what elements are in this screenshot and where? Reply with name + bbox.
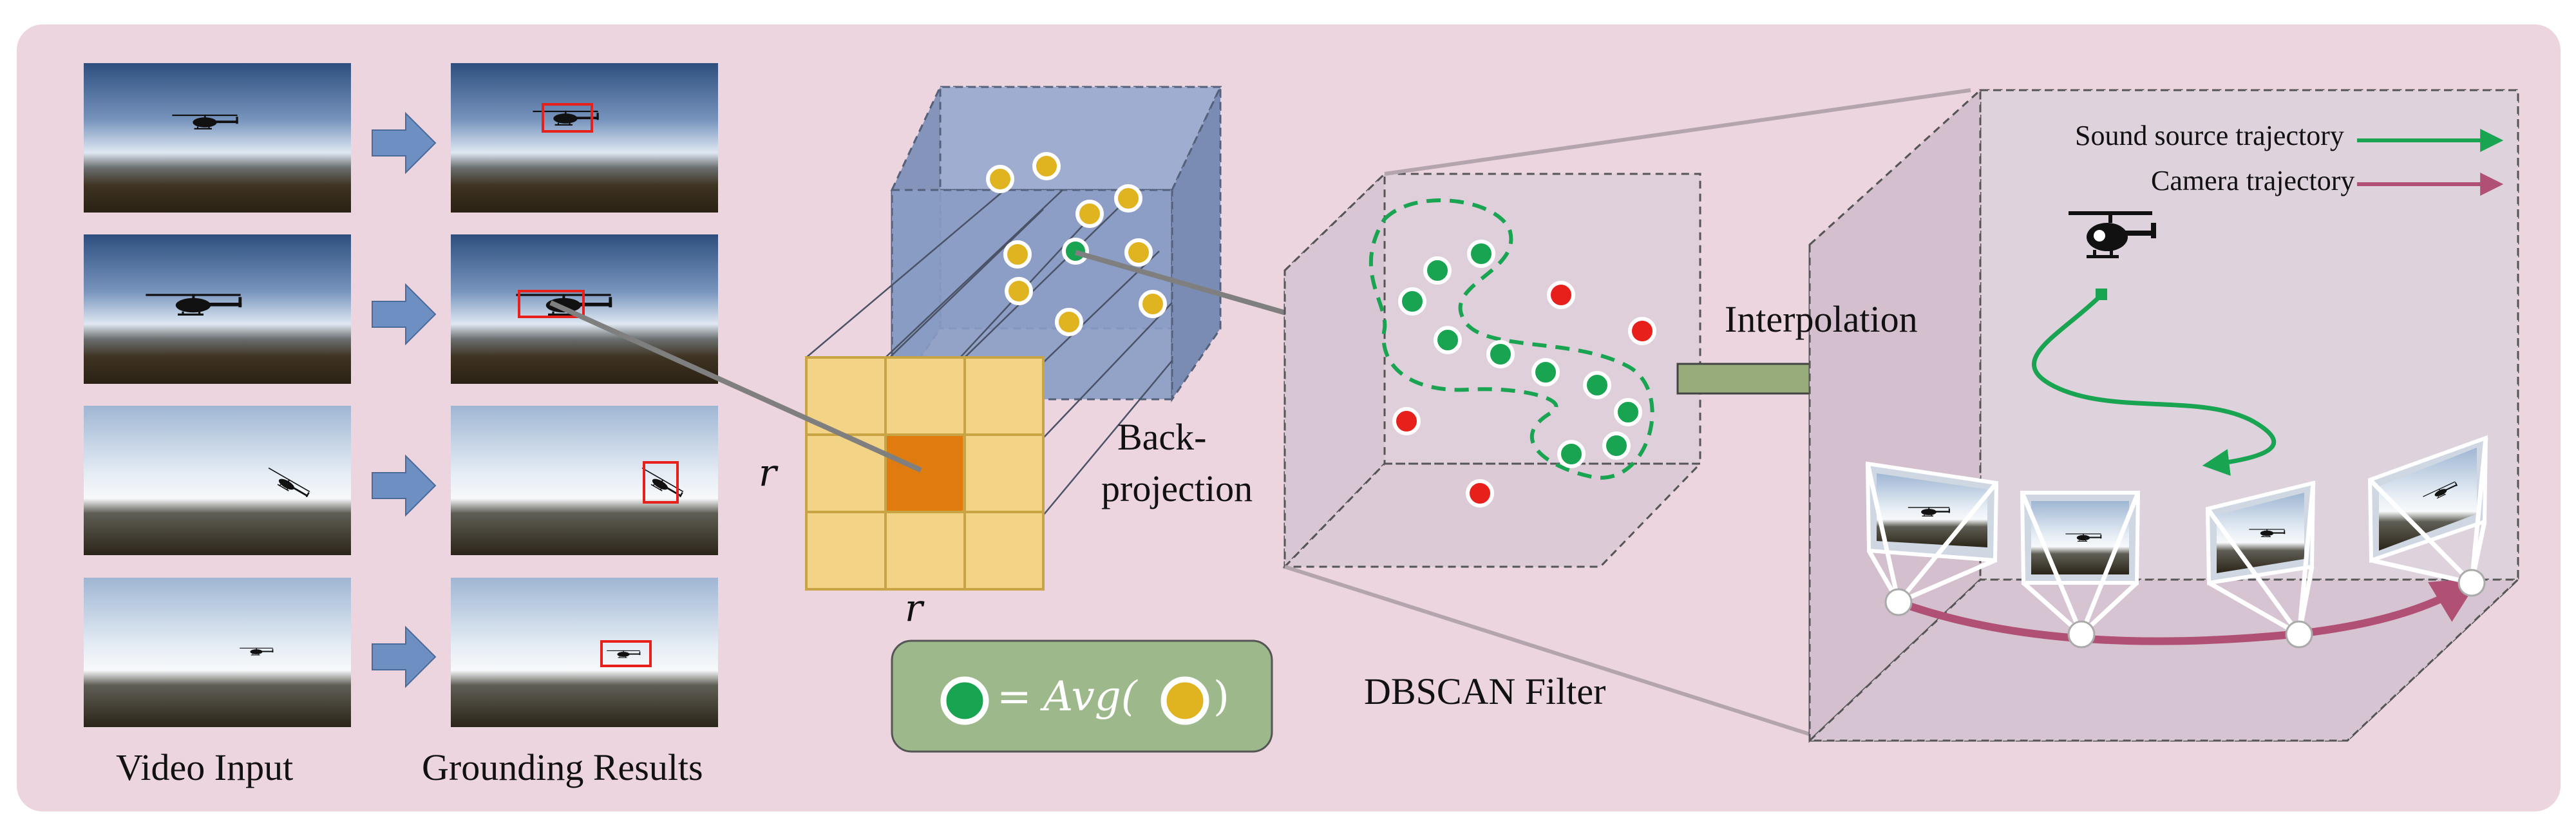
right-arrow-icons (372, 111, 437, 688)
video-input-frames (84, 63, 351, 727)
cluster-points-green (1398, 240, 1642, 468)
outlier-points-red (1392, 281, 1656, 507)
video-frame-1 (84, 63, 351, 213)
grounding-frame-1 (451, 63, 718, 213)
pixel-grid (805, 356, 1045, 591)
bounding-box (643, 461, 679, 504)
video-frame-3 (84, 406, 351, 555)
cluster-boundary (1368, 198, 1654, 480)
camera-frame-icon (2020, 491, 2141, 649)
camera-frame-icon (2367, 435, 2488, 597)
grid-center-cell (884, 433, 965, 513)
dbscan-volume (1282, 171, 1703, 569)
backprojection-volume (806, 86, 1222, 516)
right-arrow-icon (372, 111, 437, 175)
grounding-frame-4 (451, 578, 718, 727)
candidate-points-yellow (986, 152, 1167, 336)
grounding-results-label: Grounding Results (422, 746, 703, 788)
camera-frame-icon (1865, 461, 1999, 616)
interpolation-label: Interpolation (1725, 298, 1918, 340)
right-arrow-icon (372, 625, 437, 688)
sound-source-trajectory (2032, 293, 2277, 476)
grid-size-label-bottom: r (905, 586, 923, 630)
formula-close: ) (1213, 673, 1229, 721)
dbscan-filter-label: DBSCAN Filter (1364, 670, 1606, 712)
bounding-box (600, 640, 652, 667)
sound-trajectory-legend-label: Sound source trajectory (2075, 120, 2344, 151)
trajectory-volume (1807, 88, 2521, 743)
grounding-frame-3 (451, 406, 718, 555)
formula-equals: = (997, 673, 1032, 721)
back-projection-label-line1: Back- (1117, 416, 1207, 458)
right-arrow-icon (372, 283, 437, 346)
right-arrow-icon (372, 454, 437, 517)
back-projection-label-line2: projection (1101, 468, 1253, 509)
video-input-label: Video Input (116, 746, 294, 788)
video-frame-4 (84, 578, 351, 727)
connector-line (549, 300, 922, 473)
bounding-box (518, 290, 585, 318)
grid-size-label-left: r (759, 451, 777, 495)
average-formula-box (891, 640, 1273, 753)
camera-trajectory-legend-label: Camera trajectory (2151, 165, 2355, 196)
camera-frame-icon (2205, 480, 2316, 649)
averaged-point-green (1062, 238, 1089, 265)
video-frame-2 (84, 234, 351, 384)
formula-avg: Avg( (1043, 673, 1137, 721)
helicopter-icon (2069, 211, 2156, 258)
camera-trajectory (1897, 578, 2480, 645)
bounding-box (542, 103, 593, 133)
